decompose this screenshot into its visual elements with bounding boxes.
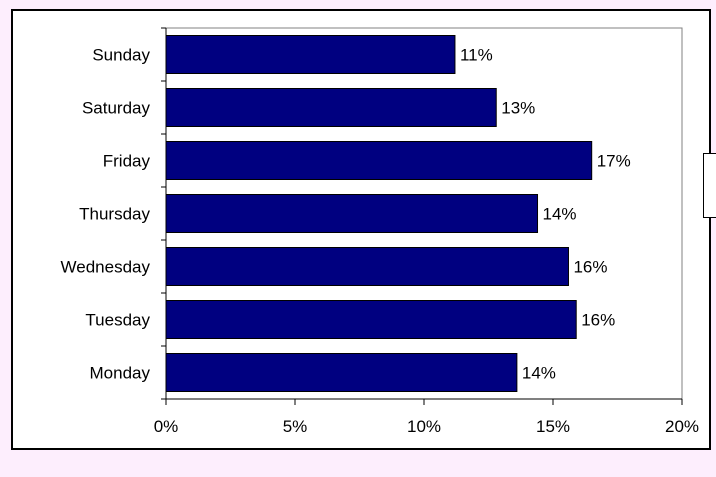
bar-tuesday (165, 300, 577, 339)
bar-saturday (165, 88, 497, 127)
bar-wednesday (165, 247, 569, 286)
legend-box (703, 153, 716, 218)
x-tick-label: 10% (407, 417, 441, 436)
category-label-thursday: Thursday (79, 205, 150, 224)
category-label-friday: Friday (103, 152, 151, 171)
x-tick-label: 0% (154, 417, 179, 436)
x-tick-label: 15% (536, 417, 570, 436)
x-tick-label: 20% (665, 417, 699, 436)
x-tick-label: 5% (283, 417, 308, 436)
bar-friday (165, 141, 593, 180)
data-label-wednesday: 16% (573, 258, 607, 277)
data-label-sunday: 11% (460, 46, 493, 65)
category-label-monday: Monday (90, 364, 151, 383)
bar-monday (165, 353, 518, 392)
data-label-monday: 14% (522, 364, 556, 383)
bar-sunday (165, 35, 456, 74)
data-label-saturday: 13% (501, 99, 535, 118)
category-label-saturday: Saturday (82, 99, 151, 118)
data-label-thursday: 14% (543, 205, 577, 224)
bar-thursday (165, 194, 539, 233)
data-label-tuesday: 16% (581, 311, 615, 330)
category-label-tuesday: Tuesday (85, 311, 150, 330)
category-label-sunday: Sunday (92, 46, 150, 65)
data-label-friday: 17% (597, 152, 631, 171)
category-label-wednesday: Wednesday (61, 258, 151, 277)
